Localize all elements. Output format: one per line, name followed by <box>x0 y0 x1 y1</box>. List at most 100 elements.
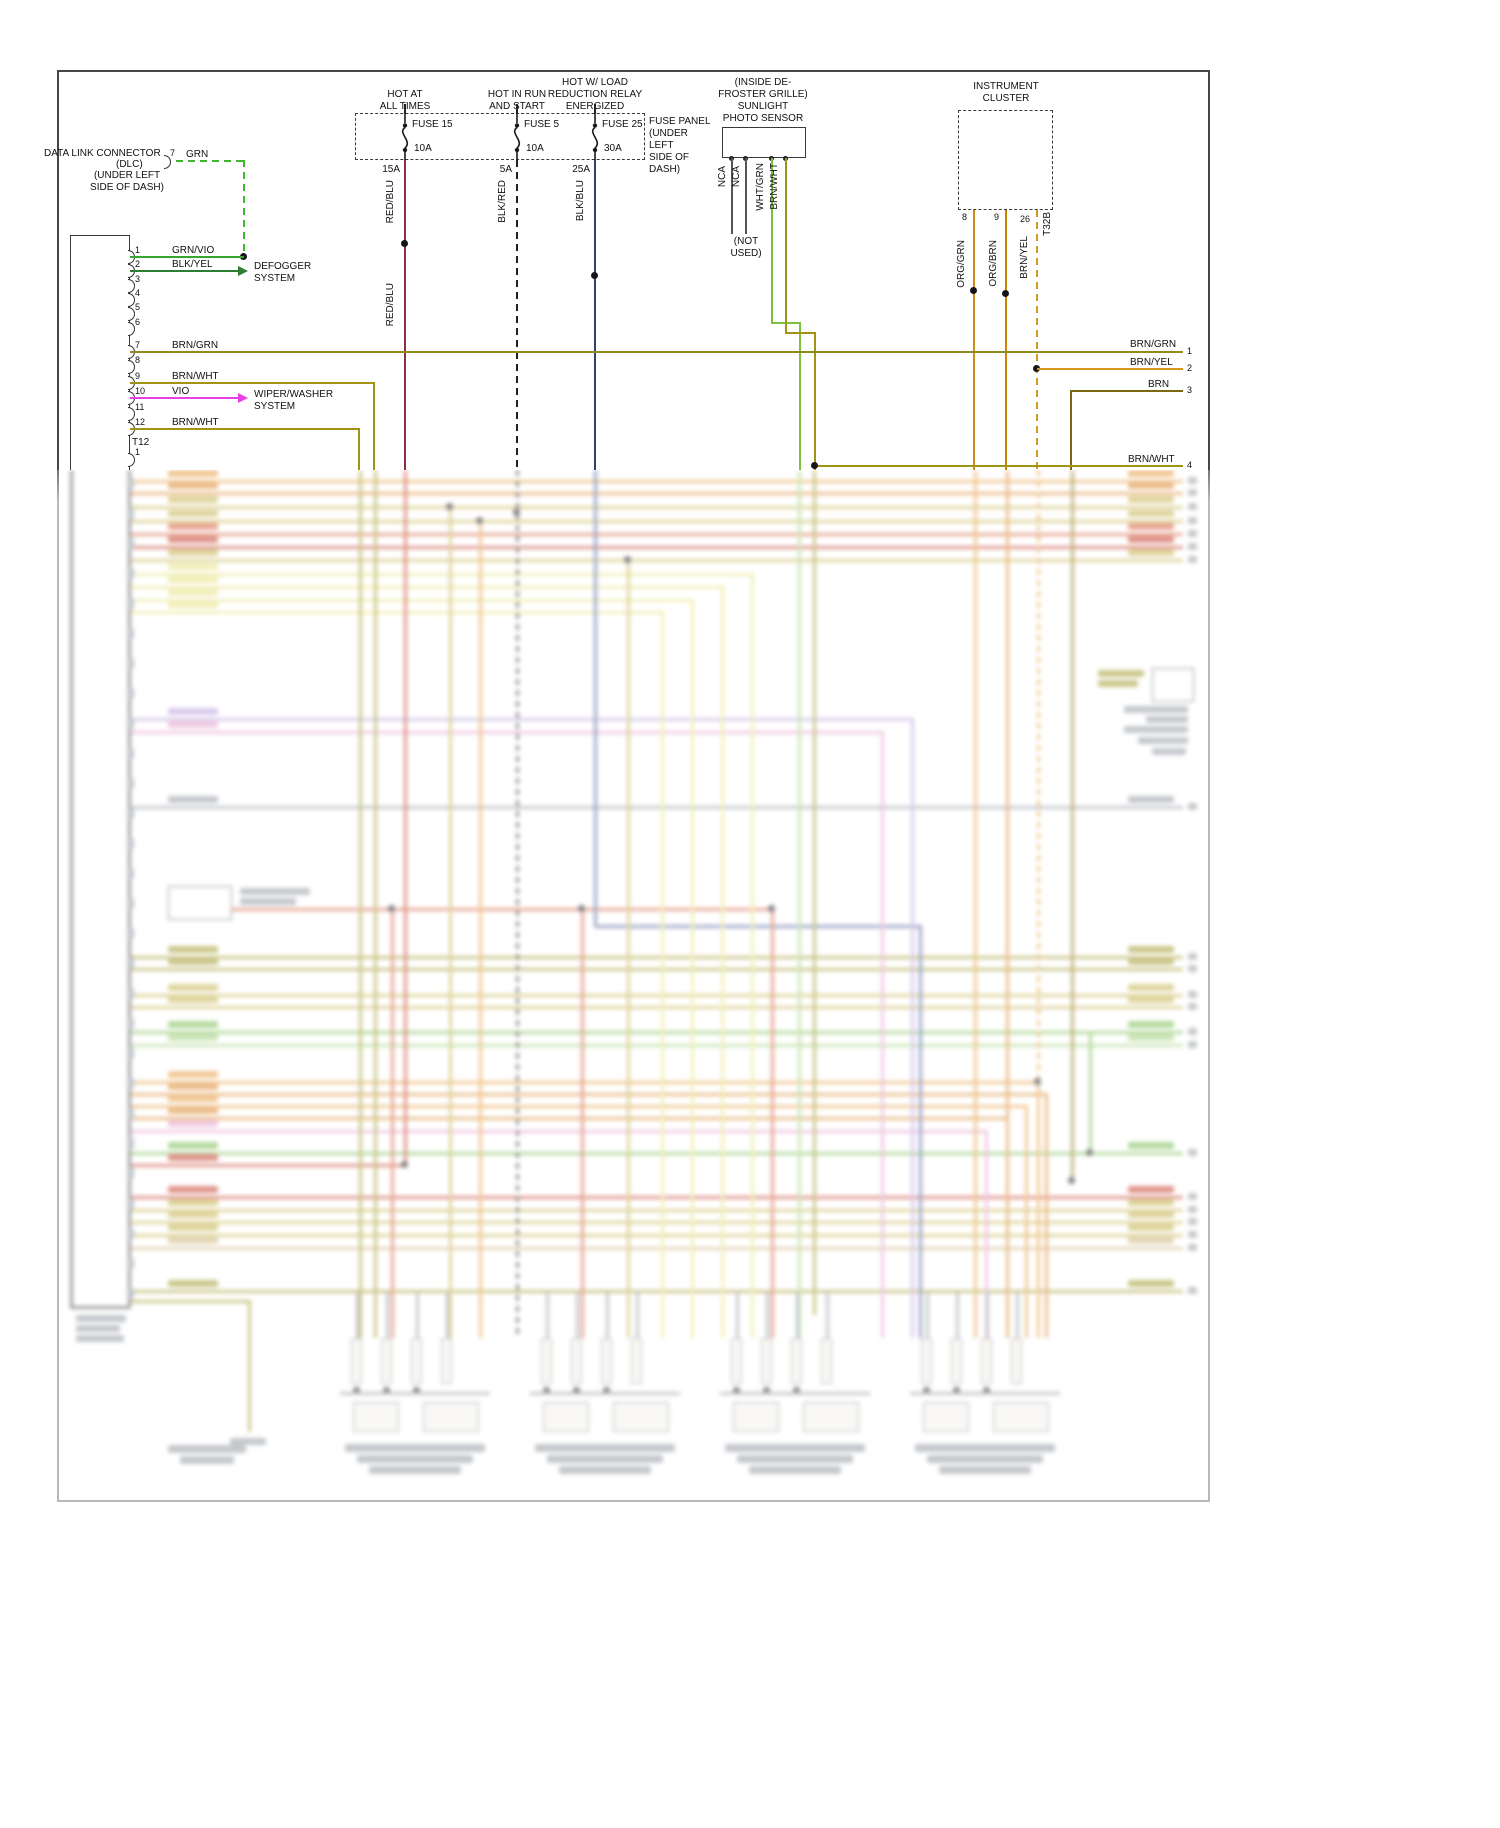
faded-wire <box>130 533 1183 536</box>
faded-text-blob <box>127 718 134 729</box>
fuse25-symbol <box>591 112 599 160</box>
faded-text-blob <box>1128 1224 1174 1231</box>
feed-stub-3 <box>594 104 596 113</box>
faded-text-blob <box>127 1138 134 1149</box>
faded-wire <box>1089 1031 1092 1152</box>
faded-wire <box>130 956 1183 959</box>
defogger-arrow <box>238 266 248 276</box>
faded-text-blob <box>127 1228 134 1239</box>
faded-wire <box>516 470 519 1338</box>
faded-text-blob <box>127 1198 134 1209</box>
faded-text-blob <box>369 1466 461 1474</box>
pin12-wire-label: BRN/WHT <box>172 417 219 428</box>
faded-text-blob <box>127 808 134 819</box>
faded-wire <box>130 1209 1183 1212</box>
faded-box <box>803 1402 859 1432</box>
faded-text-blob <box>1188 1028 1197 1035</box>
exit-number-4: 4 <box>1187 460 1193 470</box>
faded-wire <box>130 1221 1183 1224</box>
junction-dot <box>401 240 408 247</box>
faded-wire <box>130 1290 1183 1293</box>
faded-text-blob <box>1188 1003 1197 1010</box>
faded-text-blob <box>127 868 134 879</box>
dlc-wire-label: GRN <box>186 149 209 160</box>
cluster-connector-id: T32B <box>1042 212 1053 236</box>
faded-box <box>981 1338 992 1384</box>
pin-number: 4 <box>135 288 141 298</box>
faded-text-blob <box>168 708 218 715</box>
faded-wire <box>374 470 377 1338</box>
wire-brn-yel-exit <box>1037 368 1183 370</box>
faded-text-blob <box>127 838 134 849</box>
faded-text-blob <box>168 1107 218 1114</box>
faded-text-blob <box>168 1199 218 1206</box>
pin-number: 11 <box>135 402 145 412</box>
faded-wire <box>130 1117 1006 1120</box>
junction-dot <box>1033 365 1040 372</box>
faded-text-blob <box>1138 737 1188 744</box>
wire-label-brn-wht: BRN/WHT <box>769 163 780 210</box>
faded-box <box>921 1338 932 1384</box>
faded-text-blob <box>127 628 134 639</box>
wire-label-red-blu-2: RED/BLU <box>385 283 396 327</box>
faded-wire <box>661 611 664 1338</box>
faded-box <box>423 1402 479 1432</box>
faded-text-blob <box>725 1444 865 1452</box>
faded-text-blob <box>1188 489 1197 496</box>
faded-box <box>411 1338 422 1384</box>
faded-box <box>353 1402 399 1432</box>
faded-text-blob <box>1128 984 1174 991</box>
faded-wire <box>581 908 584 1338</box>
faded-text-blob <box>168 1034 218 1041</box>
wire-brn-wht-pin12-down <box>358 428 360 470</box>
faded-text-blob <box>168 1095 218 1102</box>
photo-sensor-title: (INSIDE DE- FROSTER GRILLE) SUNLIGHT PHO… <box>718 77 808 124</box>
pin-number: 2 <box>135 259 141 269</box>
faded-text-blob <box>357 1455 473 1463</box>
faded-text-blob <box>737 1455 853 1463</box>
pin-number: 6 <box>135 317 141 327</box>
faded-text-blob <box>1188 1041 1197 1048</box>
faded-junction-dot <box>413 1387 420 1394</box>
feed-stub-1 <box>404 104 406 113</box>
faded-text-blob <box>127 898 134 909</box>
faded-text-blob <box>1128 1211 1174 1218</box>
faded-wire <box>1045 1093 1048 1338</box>
fuse25-label: FUSE 25 <box>602 119 643 130</box>
faded-text-blob <box>1188 1149 1197 1156</box>
fuse5-label: FUSE 5 <box>524 119 560 130</box>
fuse-panel-box <box>355 113 645 160</box>
faded-junction-dot <box>573 1387 580 1394</box>
faded-wire <box>404 470 407 1166</box>
faded-text-blob <box>168 984 218 991</box>
faded-text-blob <box>127 1288 134 1299</box>
faded-text-blob <box>1128 510 1174 517</box>
faded-wire <box>340 1392 490 1395</box>
faded-wire <box>130 1247 1183 1250</box>
faded-wire <box>391 908 394 1338</box>
wire-brn-wht-pin12 <box>130 428 360 430</box>
hot-in-run-label: HOT IN RUN AND START <box>487 89 547 112</box>
wire-brn-wht-pin9 <box>130 382 375 384</box>
faded-box <box>381 1338 392 1384</box>
pin2-wire-label: BLK/YEL <box>172 259 213 270</box>
faded-wire <box>919 925 922 1338</box>
faded-wire <box>595 925 920 928</box>
not-used-label: (NOT USED) <box>730 236 762 259</box>
faded-wire <box>1071 470 1074 1182</box>
faded-text-blob <box>127 1048 134 1059</box>
faded-wire <box>128 470 131 1308</box>
faded-wire <box>130 546 1183 549</box>
pin-number: 5 <box>135 302 141 312</box>
faded-text-blob <box>1188 803 1197 810</box>
faded-wire <box>1025 1105 1028 1338</box>
faded-wire <box>130 480 1183 483</box>
pin10-wire-label: VIO <box>172 386 190 397</box>
faded-text-blob <box>915 1444 1055 1452</box>
faded-text-blob <box>127 1108 134 1119</box>
faded-text-blob <box>1188 991 1197 998</box>
faded-wire <box>130 506 1183 509</box>
faded-wire <box>1037 470 1040 1083</box>
faded-wire <box>130 1152 1183 1155</box>
wire-org-grn <box>973 210 975 470</box>
